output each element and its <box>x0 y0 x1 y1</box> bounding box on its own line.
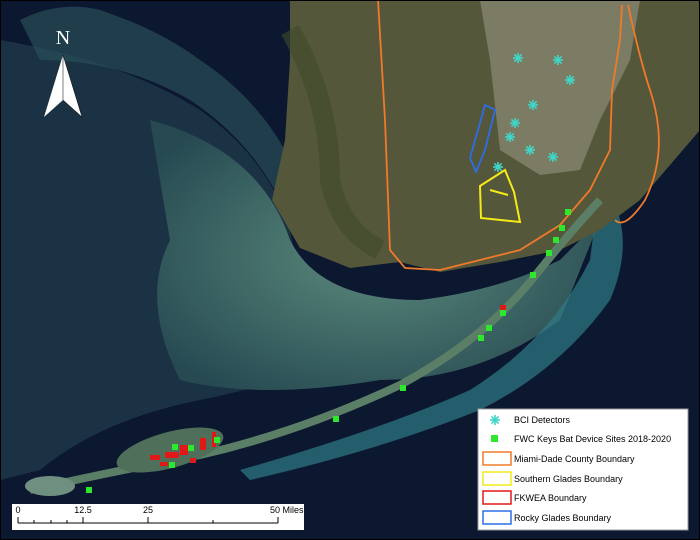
reef-tract <box>240 180 623 480</box>
legend-label: Miami-Dade County Boundary <box>514 454 635 464</box>
legend-swatch <box>482 510 512 525</box>
north-label: N <box>56 27 70 49</box>
legend-swatch <box>482 451 512 466</box>
miami-dade-offshore <box>614 4 660 224</box>
miami-dade-boundary <box>377 0 623 271</box>
fwc-sites <box>86 209 571 493</box>
legend-label: Southern Glades Boundary <box>514 474 623 484</box>
key-west <box>25 476 75 496</box>
legend-swatch <box>491 435 498 442</box>
scale-label: 12.5 <box>74 505 92 515</box>
scale-bar-box <box>12 504 304 530</box>
north-arrow-right <box>62 54 83 118</box>
rocky-glades-boundary <box>469 103 497 175</box>
legend-swatch <box>482 471 512 486</box>
legend-label: BCI Detectors <box>514 415 571 425</box>
north-arrow-left <box>44 55 63 117</box>
scale-bar <box>17 517 279 524</box>
legend-label: Rocky Glades Boundary <box>514 513 612 523</box>
legend-swatch <box>482 490 512 505</box>
urban-area <box>480 0 640 175</box>
legend <box>477 408 689 531</box>
scale-label: 0 <box>15 505 20 515</box>
scale-label: 25 <box>143 505 153 515</box>
scale-label: 50 Miles <box>270 505 304 515</box>
legend-label: FKWEA Boundary <box>514 493 587 503</box>
legend-label: FWC Keys Bat Device Sites 2018-2020 <box>514 434 671 444</box>
lower-keys <box>116 427 224 473</box>
everglades <box>281 25 385 259</box>
southern-glades-boundary <box>478 168 522 224</box>
coastal-shallows <box>20 6 290 200</box>
